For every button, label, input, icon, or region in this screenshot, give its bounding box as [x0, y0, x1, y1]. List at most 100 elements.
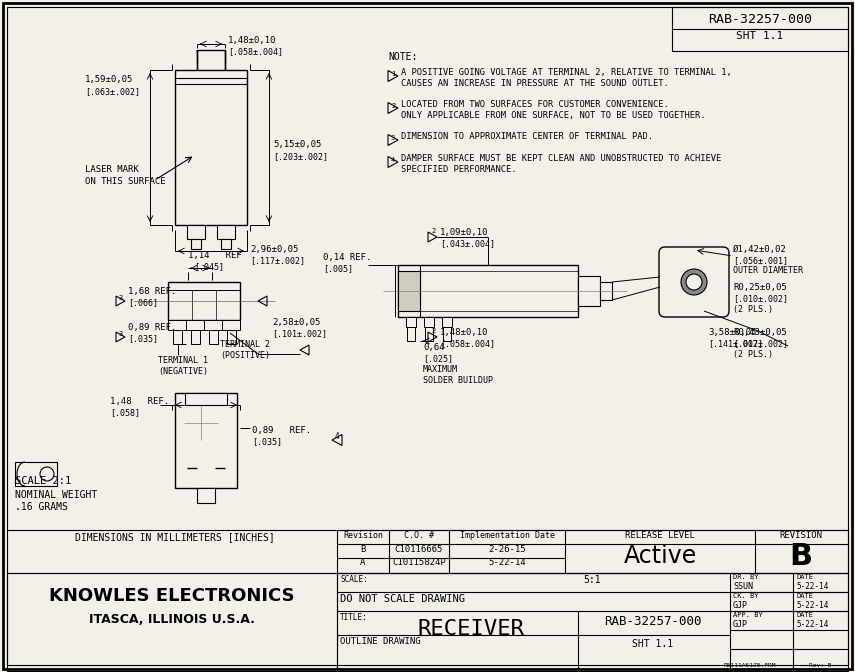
Text: KNOWLES ELECTRONICS: KNOWLES ELECTRONICS: [50, 587, 295, 605]
Text: DO NOT SCALE DRAWING: DO NOT SCALE DRAWING: [340, 594, 465, 604]
Text: SOLDER BUILDUP: SOLDER BUILDUP: [423, 376, 493, 385]
Bar: [168, 282, 240, 320]
Text: Active: Active: [623, 544, 697, 568]
Bar: [204, 320, 222, 330]
Text: [.010±.002]: [.010±.002]: [733, 294, 788, 303]
Bar: [175, 393, 237, 488]
Text: 0,89 REF.: 0,89 REF.: [128, 323, 176, 332]
Text: 1,59±0,05: 1,59±0,05: [85, 75, 133, 84]
Bar: [227, 330, 235, 344]
Bar: [187, 225, 205, 239]
Text: Implementation Date: Implementation Date: [459, 531, 555, 540]
Text: [.063±.002]: [.063±.002]: [85, 87, 140, 96]
Text: DATE: DATE: [796, 593, 813, 599]
Text: LOCATED FROM TWO SURFACES FOR CUSTOMER CONVENIENCE.: LOCATED FROM TWO SURFACES FOR CUSTOMER C…: [401, 100, 669, 109]
Text: B: B: [789, 542, 812, 571]
Text: [.005]: [.005]: [323, 264, 353, 273]
Bar: [191, 239, 201, 249]
Text: 2: 2: [431, 328, 435, 334]
Text: REVISION: REVISION: [780, 531, 823, 540]
Bar: [424, 317, 434, 327]
Bar: [222, 320, 240, 330]
Bar: [672, 7, 848, 51]
Text: [.058±.004]: [.058±.004]: [228, 47, 283, 56]
Text: [.017±.002]: [.017±.002]: [733, 339, 788, 348]
Text: 5-22-14: 5-22-14: [488, 558, 526, 567]
Bar: [197, 488, 215, 503]
FancyBboxPatch shape: [659, 247, 729, 317]
Text: DAMPER SURFACE MUST BE KEPT CLEAN AND UNOBSTRUCTED TO ACHIEVE: DAMPER SURFACE MUST BE KEPT CLEAN AND UN…: [401, 154, 722, 163]
Text: GJP: GJP: [733, 620, 748, 629]
Text: [.141±.002]: [.141±.002]: [708, 339, 763, 348]
Text: [.058]: [.058]: [110, 408, 140, 417]
Text: 5:1: 5:1: [583, 575, 601, 585]
Bar: [578, 276, 600, 306]
Text: MAXIMUM: MAXIMUM: [423, 365, 458, 374]
Text: (2 PLS.): (2 PLS.): [733, 350, 773, 359]
Text: 3,58±0,05: 3,58±0,05: [708, 328, 757, 337]
Text: SCALE:: SCALE:: [340, 575, 368, 584]
Text: SCALE 2:1: SCALE 2:1: [15, 476, 71, 486]
Bar: [337, 530, 848, 573]
Text: [.066]: [.066]: [128, 298, 158, 307]
Bar: [398, 265, 578, 317]
Text: .16 GRAMS: .16 GRAMS: [15, 502, 68, 512]
Text: RECEIVER: RECEIVER: [417, 619, 524, 639]
Bar: [425, 327, 433, 341]
Text: CAUSES AN INCREASE IN PRESSURE AT THE SOUND OUTLET.: CAUSES AN INCREASE IN PRESSURE AT THE SO…: [401, 79, 669, 88]
Text: [.101±.002]: [.101±.002]: [272, 329, 327, 338]
Text: 1,09±0,10: 1,09±0,10: [440, 228, 488, 237]
Text: 5-22-14: 5-22-14: [796, 620, 828, 629]
Bar: [398, 271, 420, 311]
Text: [.043±.004]: [.043±.004]: [440, 239, 495, 248]
Text: SHT 1.1: SHT 1.1: [633, 639, 674, 649]
Text: [.203±.002]: [.203±.002]: [273, 152, 328, 161]
Text: SPECIFIED PERFORMANCE.: SPECIFIED PERFORMANCE.: [401, 165, 516, 174]
Text: 1,48   REF.: 1,48 REF.: [110, 397, 169, 406]
Text: ITASCA, ILLINOIS U.S.A.: ITASCA, ILLINOIS U.S.A.: [89, 613, 255, 626]
Circle shape: [681, 269, 707, 295]
Bar: [406, 317, 416, 327]
Bar: [173, 330, 181, 344]
Bar: [442, 317, 452, 327]
Text: 3: 3: [391, 135, 395, 141]
Text: 5-22-14: 5-22-14: [796, 582, 828, 591]
Text: (2 PLS.): (2 PLS.): [733, 305, 773, 314]
Bar: [197, 50, 225, 72]
Text: 1: 1: [391, 71, 395, 77]
Text: ONLY APPLICABLE FROM ONE SURFACE, NOT TO BE USED TOGETHER.: ONLY APPLICABLE FROM ONE SURFACE, NOT TO…: [401, 111, 705, 120]
Text: 4: 4: [391, 157, 395, 163]
Text: [.025]: [.025]: [423, 354, 453, 363]
Text: DIMENSION TO APPROXIMATE CENTER OF TERMINAL PAD.: DIMENSION TO APPROXIMATE CENTER OF TERMI…: [401, 132, 653, 141]
Text: SSUN: SSUN: [733, 582, 753, 591]
Text: 0,64: 0,64: [423, 343, 445, 352]
Text: C10115824P: C10115824P: [392, 558, 445, 567]
Bar: [217, 225, 235, 239]
Text: 1,14   REF: 1,14 REF: [188, 251, 242, 260]
Text: TERMINAL 2: TERMINAL 2: [220, 340, 270, 349]
Text: Revision: Revision: [343, 531, 383, 540]
Bar: [209, 330, 217, 344]
Text: 2,96±0,05: 2,96±0,05: [250, 245, 298, 254]
Bar: [443, 327, 451, 341]
Text: R0,25±0,05: R0,25±0,05: [733, 283, 787, 292]
Text: 4: 4: [335, 432, 339, 441]
Text: DATE: DATE: [796, 574, 813, 580]
Text: 0,14 REF.: 0,14 REF.: [323, 253, 371, 262]
Text: CK. BY: CK. BY: [733, 593, 758, 599]
Bar: [185, 393, 227, 405]
Bar: [191, 330, 199, 344]
Text: 2-26-15: 2-26-15: [488, 545, 526, 554]
Text: APP. BY: APP. BY: [733, 612, 763, 618]
Text: OUTER DIAMETER: OUTER DIAMETER: [733, 266, 803, 275]
Bar: [337, 573, 848, 671]
Text: [.035]: [.035]: [128, 334, 158, 343]
Text: RAB-32257-000: RAB-32257-000: [604, 615, 702, 628]
Text: SHT 1.1: SHT 1.1: [736, 31, 784, 41]
Text: 1,68 REF.: 1,68 REF.: [128, 287, 176, 296]
Text: (POSITIVE): (POSITIVE): [220, 351, 270, 360]
Text: [.117±.002]: [.117±.002]: [250, 256, 305, 265]
Text: C10116665: C10116665: [395, 545, 443, 554]
Text: RE111AS1ZE.FRM: RE111AS1ZE.FRM: [723, 663, 776, 668]
Text: NOMINAL WEIGHT: NOMINAL WEIGHT: [15, 490, 97, 500]
